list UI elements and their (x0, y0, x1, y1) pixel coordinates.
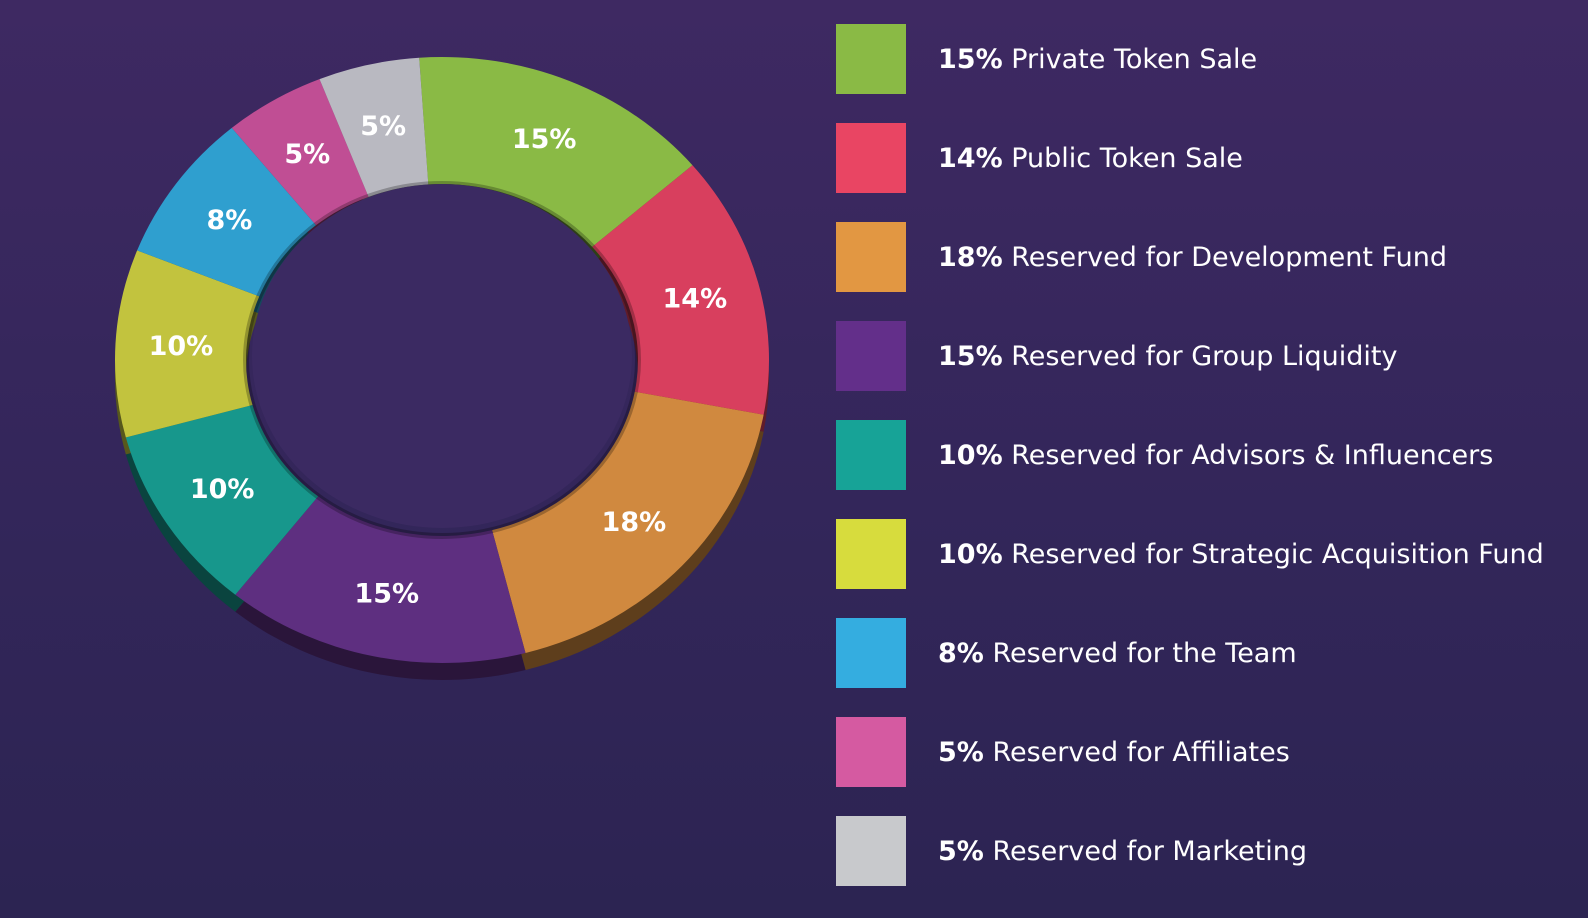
legend-item-public-token-sale: 14% Public Token Sale (836, 123, 1576, 193)
legend-text: 10% Reserved for Strategic Acquisition F… (938, 539, 1544, 570)
legend-label: Private Token Sale (1011, 43, 1258, 75)
legend-label: Public Token Sale (1011, 142, 1243, 174)
donut-slice-labels: 15% 14% 18% 15% 10% 10% 8% 5% 5% (149, 111, 728, 609)
slice-reserved-for-strategic-acquisition-fund (115, 250, 260, 438)
legend-text: 10% Reserved for Advisors & Influencers (938, 440, 1493, 471)
slice-reserved-for-the-team (137, 127, 317, 297)
slice-reserved-for-group-liquidity (235, 496, 526, 664)
legend-item-marketing: 5% Reserved for Marketing (836, 816, 1576, 886)
slice-private-token-sale (419, 57, 693, 247)
legend-text: 5% Reserved for Marketing (938, 836, 1307, 867)
slice-reserved-for-advisors-influencers (125, 404, 319, 595)
donut-slices (115, 57, 769, 664)
legend-swatch (836, 24, 906, 94)
slice-label-reserved-for-marketing: 5% (360, 111, 406, 142)
slice-label-reserved-for-development-fund: 18% (602, 507, 667, 538)
slice-label-reserved-for-the-team: 8% (206, 205, 252, 236)
legend-item-advisors-influencers: 10% Reserved for Advisors & Influencers (836, 420, 1576, 490)
legend-text: 5% Reserved for Affiliates (938, 737, 1290, 768)
legend-percent: 5% (938, 736, 984, 768)
legend-swatch (836, 321, 906, 391)
legend-item-affiliates: 5% Reserved for Affiliates (836, 717, 1576, 787)
legend-item-private-token-sale: 15% Private Token Sale (836, 24, 1576, 94)
legend-percent: 15% (938, 340, 1003, 372)
slice-label-reserved-for-strategic-acquisition-fund: 10% (149, 331, 214, 362)
legend-text: 18% Reserved for Development Fund (938, 242, 1447, 273)
legend-label: Reserved for Advisors & Influencers (1011, 439, 1494, 471)
legend-label: Reserved for the Team (992, 637, 1297, 669)
legend-swatch (836, 816, 906, 886)
legend-swatch (836, 519, 906, 589)
legend-percent: 10% (938, 538, 1003, 570)
slice-label-reserved-for-group-liquidity: 15% (354, 579, 419, 610)
legend-item-development-fund: 18% Reserved for Development Fund (836, 222, 1576, 292)
legend-percent: 14% (938, 142, 1003, 174)
donut-chart-svg: 15% 14% 18% 15% 10% 10% 8% 5% 5% (115, 57, 769, 680)
legend-item-group-liquidity: 15% Reserved for Group Liquidity (836, 321, 1576, 391)
legend-text: 14% Public Token Sale (938, 143, 1243, 174)
legend-label: Reserved for Affiliates (992, 736, 1290, 768)
legend-swatch (836, 618, 906, 688)
legend-percent: 10% (938, 439, 1003, 471)
legend-label: Reserved for Strategic Acquisition Fund (1011, 538, 1544, 570)
slice-public-token-sale (592, 165, 769, 415)
legend-percent: 18% (938, 241, 1003, 273)
legend-label: Reserved for Marketing (992, 835, 1307, 867)
legend-swatch (836, 123, 906, 193)
slice-label-reserved-for-advisors-influencers: 10% (190, 474, 255, 505)
legend-text: 15% Private Token Sale (938, 44, 1257, 75)
legend-swatch (836, 222, 906, 292)
legend-percent: 15% (938, 43, 1003, 75)
legend-text: 15% Reserved for Group Liquidity (938, 341, 1397, 372)
slice-label-public-token-sale: 14% (663, 283, 728, 314)
legend-item-team: 8% Reserved for the Team (836, 618, 1576, 688)
donut-hole (252, 184, 632, 528)
legend-item-strategic-acquisition-fund: 10% Reserved for Strategic Acquisition F… (836, 519, 1576, 589)
slice-reserved-for-marketing (319, 57, 429, 197)
legend-percent: 5% (938, 835, 984, 867)
slice-reserved-for-affiliates (231, 79, 369, 226)
slice-reserved-for-development-fund (492, 391, 764, 653)
legend-swatch (836, 717, 906, 787)
slice-label-private-token-sale: 15% (512, 124, 577, 155)
slice-label-reserved-for-affiliates: 5% (284, 139, 330, 170)
donut-chart: 15% 14% 18% 15% 10% 10% 8% 5% 5% (115, 57, 769, 680)
legend-text: 8% Reserved for the Team (938, 638, 1297, 669)
legend-percent: 8% (938, 637, 984, 669)
legend-swatch (836, 420, 906, 490)
legend-label: Reserved for Group Liquidity (1011, 340, 1398, 372)
legend-label: Reserved for Development Fund (1011, 241, 1447, 273)
